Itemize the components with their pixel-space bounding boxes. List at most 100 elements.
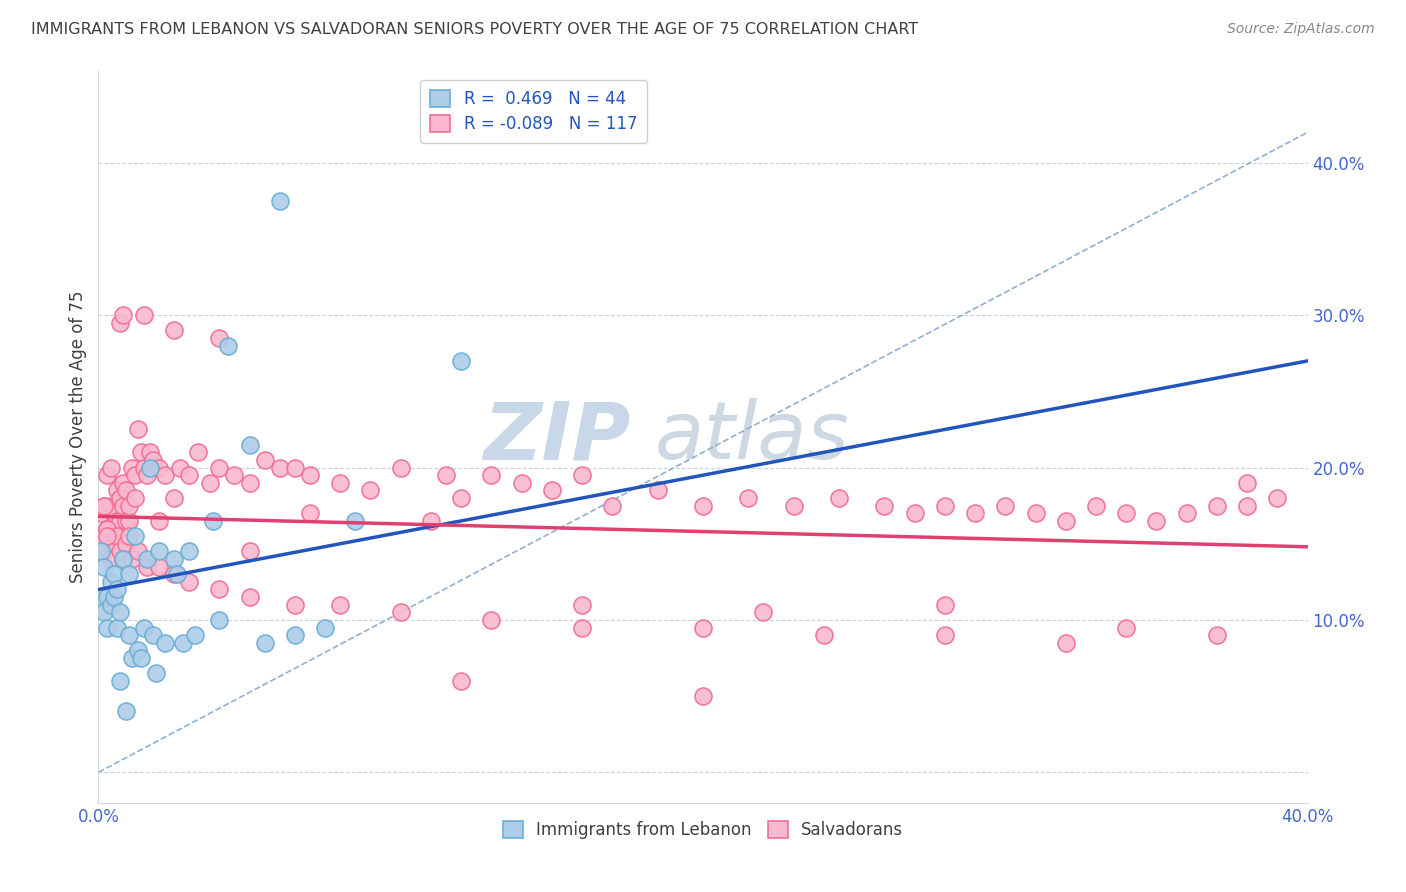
Point xyxy=(135,559,157,574)
Point xyxy=(1085,499,1108,513)
Point xyxy=(153,468,176,483)
Point xyxy=(163,491,186,505)
Text: atlas: atlas xyxy=(655,398,849,476)
Point xyxy=(103,537,125,551)
Point xyxy=(93,544,115,558)
Point xyxy=(169,460,191,475)
Point xyxy=(187,445,209,459)
Point xyxy=(314,621,336,635)
Point xyxy=(124,468,146,483)
Point xyxy=(571,598,593,612)
Point xyxy=(737,491,759,505)
Point xyxy=(239,590,262,604)
Point xyxy=(571,468,593,483)
Point xyxy=(124,491,146,505)
Point xyxy=(692,499,714,513)
Point xyxy=(103,506,125,520)
Point xyxy=(105,621,128,635)
Point xyxy=(148,514,170,528)
Point xyxy=(1115,506,1137,520)
Point xyxy=(90,590,112,604)
Point xyxy=(142,628,165,642)
Legend: Immigrants from Lebanon, Salvadorans: Immigrants from Lebanon, Salvadorans xyxy=(496,814,910,846)
Point xyxy=(132,621,155,635)
Point xyxy=(105,514,128,528)
Point xyxy=(1175,506,1198,520)
Point xyxy=(1206,628,1229,642)
Point xyxy=(360,483,382,498)
Point xyxy=(692,621,714,635)
Point xyxy=(284,598,307,612)
Point xyxy=(111,552,134,566)
Point xyxy=(269,460,291,475)
Point xyxy=(127,544,149,558)
Point xyxy=(994,499,1017,513)
Point xyxy=(329,475,352,490)
Point xyxy=(253,636,276,650)
Point xyxy=(111,499,134,513)
Point xyxy=(100,552,122,566)
Point xyxy=(163,323,186,337)
Point xyxy=(142,453,165,467)
Point xyxy=(100,460,122,475)
Point xyxy=(139,445,162,459)
Point xyxy=(121,460,143,475)
Point xyxy=(828,491,851,505)
Point xyxy=(114,514,136,528)
Point xyxy=(105,582,128,597)
Point xyxy=(118,567,141,582)
Point xyxy=(450,354,472,368)
Point xyxy=(420,514,443,528)
Point xyxy=(208,582,231,597)
Point xyxy=(108,673,131,688)
Point xyxy=(114,537,136,551)
Point xyxy=(172,636,194,650)
Point xyxy=(200,475,222,490)
Point xyxy=(114,483,136,498)
Point xyxy=(145,666,167,681)
Point xyxy=(114,705,136,719)
Point xyxy=(90,544,112,558)
Point xyxy=(118,628,141,642)
Point xyxy=(253,453,276,467)
Point xyxy=(105,529,128,543)
Point xyxy=(284,460,307,475)
Point xyxy=(299,506,322,520)
Point xyxy=(121,651,143,665)
Point xyxy=(108,514,131,528)
Point xyxy=(1054,514,1077,528)
Point xyxy=(965,506,987,520)
Point xyxy=(103,590,125,604)
Point xyxy=(166,567,188,582)
Point xyxy=(118,529,141,543)
Text: IMMIGRANTS FROM LEBANON VS SALVADORAN SENIORS POVERTY OVER THE AGE OF 75 CORRELA: IMMIGRANTS FROM LEBANON VS SALVADORAN SE… xyxy=(31,22,918,37)
Point xyxy=(813,628,835,642)
Point xyxy=(389,605,412,619)
Point xyxy=(299,468,322,483)
Point xyxy=(239,475,262,490)
Point xyxy=(111,552,134,566)
Point xyxy=(118,499,141,513)
Point xyxy=(239,544,262,558)
Point xyxy=(179,574,201,589)
Point xyxy=(148,544,170,558)
Point xyxy=(344,514,367,528)
Point xyxy=(108,544,131,558)
Point xyxy=(269,194,291,208)
Point xyxy=(1024,506,1046,520)
Point xyxy=(224,468,246,483)
Point xyxy=(90,529,112,543)
Point xyxy=(127,422,149,436)
Point xyxy=(108,491,131,505)
Point xyxy=(1054,636,1077,650)
Point xyxy=(540,483,562,498)
Point xyxy=(135,468,157,483)
Point xyxy=(100,499,122,513)
Point xyxy=(692,689,714,703)
Point xyxy=(100,574,122,589)
Point xyxy=(124,529,146,543)
Point xyxy=(96,521,118,535)
Point xyxy=(96,590,118,604)
Point xyxy=(1236,499,1258,513)
Point xyxy=(111,475,134,490)
